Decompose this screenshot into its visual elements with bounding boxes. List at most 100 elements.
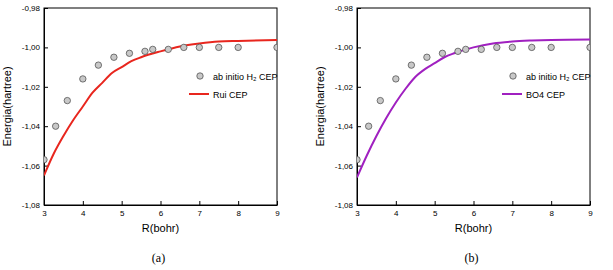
plot-area	[44, 40, 277, 175]
legend-label: ab initio H₂ CEP	[213, 72, 278, 82]
x-tick: 6	[472, 201, 477, 218]
x-axis-line	[45, 205, 278, 206]
scatter-point	[424, 54, 430, 60]
scatter-point	[408, 62, 414, 68]
y-axis: -1,08-1,06-1,04-1,02-1,00-0,98	[335, 4, 361, 210]
scatter-point	[509, 44, 515, 50]
x-tick: 9	[588, 201, 593, 218]
caption: (a)	[152, 251, 165, 265]
scatter-point	[216, 44, 222, 50]
x-tick-mark	[122, 201, 123, 205]
y-tick: -1,04	[335, 122, 361, 131]
x-tick-label: 7	[198, 209, 203, 218]
scatter-point	[196, 44, 202, 50]
legend-symbol	[510, 73, 516, 79]
x-tick-label: 4	[81, 209, 86, 218]
scatter-point	[181, 44, 187, 50]
y-tick-mark	[44, 205, 48, 206]
x-tick: 4	[81, 201, 86, 218]
scatter-point	[142, 48, 148, 54]
y-tick: -1,08	[22, 201, 48, 210]
y-tick: -1,08	[335, 201, 361, 210]
scatter-point	[64, 97, 70, 103]
x-tick-label: 4	[394, 209, 399, 218]
x-tick: 9	[275, 201, 280, 218]
x-tick: 5	[433, 201, 438, 218]
scatter-point	[150, 46, 156, 52]
caption: (b)	[465, 251, 479, 265]
x-tick-mark	[435, 201, 436, 205]
x-tick-mark	[238, 201, 239, 205]
scatter-point	[274, 44, 277, 50]
x-tick: 4	[394, 201, 399, 218]
x-tick-label: 5	[120, 209, 125, 218]
x-tick-mark	[199, 201, 200, 205]
scatter-point	[235, 44, 241, 50]
x-tick-label: 3	[42, 209, 47, 218]
x-tick: 5	[120, 201, 125, 218]
scatter-point	[494, 44, 500, 50]
y-tick-mark	[357, 205, 361, 206]
x-tick-label: 3	[355, 209, 360, 218]
y-tick-label: -1,08	[335, 201, 354, 210]
y-tick-label: -1,04	[22, 122, 41, 131]
x-tick-label: 7	[511, 209, 516, 218]
legend-label: ab initio H₂ CEP	[526, 72, 591, 82]
y-tick: -1,04	[22, 122, 48, 131]
x-tick: 8	[549, 201, 554, 218]
scatter-point	[126, 50, 132, 56]
plot-frame	[357, 8, 590, 205]
scatter-point	[44, 156, 47, 162]
x-tick: 6	[159, 201, 164, 218]
x-tick-mark	[474, 201, 475, 205]
x-axis: 3456789	[42, 201, 280, 218]
y-tick: -0,98	[22, 4, 48, 13]
scatter-point	[587, 44, 590, 50]
scatter-point	[455, 48, 461, 54]
legend-label: BO4 CEP	[526, 90, 565, 100]
x-tick: 7	[198, 201, 203, 218]
legend-label: Rui CEP	[213, 90, 248, 100]
scatter-point	[365, 123, 371, 129]
y-tick-mark	[357, 8, 361, 9]
x-tick: 7	[511, 201, 516, 218]
series-line	[44, 40, 277, 175]
scatter-point	[463, 46, 469, 52]
scatter-point	[95, 62, 101, 68]
x-axis-title: R(bohr)	[142, 222, 179, 234]
x-tick-label: 5	[433, 209, 438, 218]
y-axis-line	[44, 9, 45, 206]
scatter-point	[478, 46, 484, 52]
scatter-point	[357, 156, 360, 162]
x-tick-mark	[277, 201, 278, 205]
scatter-point	[52, 123, 58, 129]
x-tick-label: 9	[588, 209, 593, 218]
y-tick-label: -0,98	[22, 4, 41, 13]
y-tick-label: -1,02	[22, 83, 41, 92]
y-tick-label: -0,98	[335, 4, 354, 13]
x-tick-mark	[83, 201, 84, 205]
scatter-point	[548, 44, 554, 50]
y-axis: -1,08-1,06-1,04-1,02-1,00-0,98	[22, 4, 48, 210]
scatter-point	[439, 50, 445, 56]
scatter-point	[377, 97, 383, 103]
y-tick-label: -1,06	[335, 162, 354, 171]
y-tick-mark	[357, 47, 361, 48]
x-tick-mark	[551, 201, 552, 205]
x-tick-mark	[590, 201, 591, 205]
plot-area	[357, 40, 590, 178]
y-tick: -1,00	[22, 43, 48, 52]
y-tick-mark	[44, 126, 48, 127]
y-tick-label: -1,00	[22, 43, 41, 52]
legend-symbol	[197, 73, 203, 79]
legend: ab initio H₂ CEP Rui CEP	[189, 72, 278, 100]
x-tick-label: 6	[159, 209, 164, 218]
y-tick: -0,98	[335, 4, 361, 13]
scatter-point	[80, 76, 86, 82]
plot-frame	[44, 8, 277, 205]
y-tick: -1,02	[22, 83, 48, 92]
scatter-point	[393, 76, 399, 82]
x-tick-mark	[161, 201, 162, 205]
y-tick-label: -1,00	[335, 43, 354, 52]
scatter-point	[529, 44, 535, 50]
